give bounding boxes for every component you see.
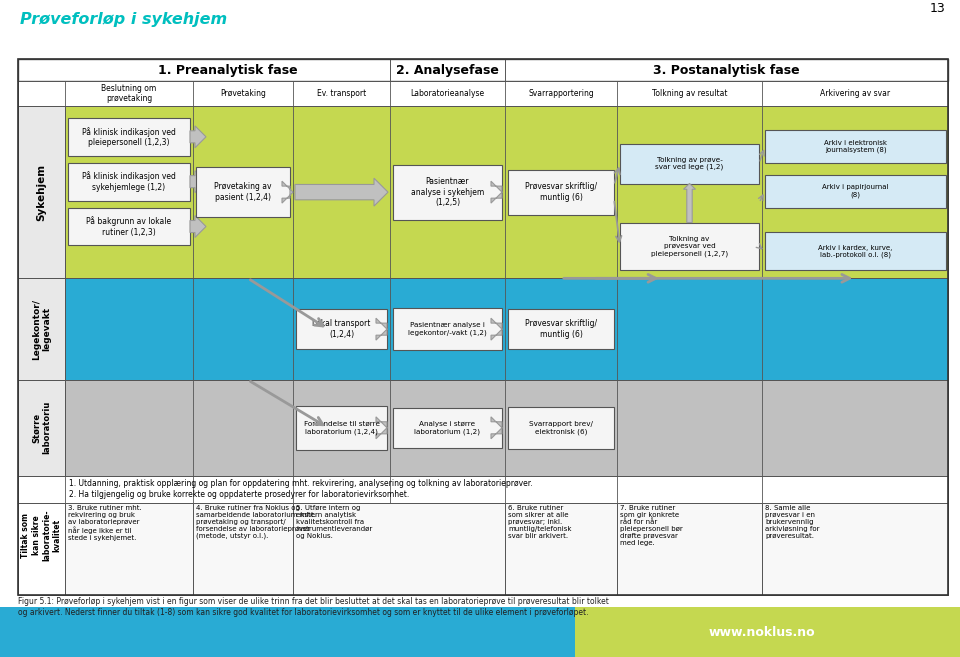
Text: Beslutning om
prøvetaking: Beslutning om prøvetaking bbox=[102, 84, 156, 103]
Text: Prøvetaking av
pasient (1,2,4): Prøvetaking av pasient (1,2,4) bbox=[214, 183, 272, 202]
Text: Svarrapport brev/
elektronisk (6): Svarrapport brev/ elektronisk (6) bbox=[529, 421, 593, 434]
Bar bbox=[505, 503, 617, 595]
Bar bbox=[18, 503, 948, 595]
Text: Tolkning av resultat: Tolkning av resultat bbox=[652, 89, 728, 98]
Bar bbox=[765, 233, 946, 271]
Bar bbox=[762, 503, 948, 595]
Bar bbox=[765, 175, 946, 208]
Bar bbox=[617, 503, 762, 595]
Bar bbox=[193, 503, 390, 595]
Bar bbox=[18, 81, 948, 106]
Bar bbox=[296, 406, 387, 450]
Bar bbox=[508, 170, 614, 215]
Text: 1. Preanalytisk fase: 1. Preanalytisk fase bbox=[157, 64, 298, 77]
Text: På bakgrunn av lokale
rutiner (1,2,3): På bakgrunn av lokale rutiner (1,2,3) bbox=[86, 216, 172, 237]
Polygon shape bbox=[491, 318, 502, 340]
Bar bbox=[68, 118, 190, 156]
Polygon shape bbox=[491, 417, 502, 439]
Text: Arkiv i papirjournal
(8): Arkiv i papirjournal (8) bbox=[823, 185, 889, 198]
Bar bbox=[575, 607, 960, 657]
Bar bbox=[393, 308, 502, 350]
Bar bbox=[0, 607, 575, 657]
Text: 5. Utføre intern og
ekstern analytisk
kvalitetskontroll fra
instrumentleverandør: 5. Utføre intern og ekstern analytisk kv… bbox=[296, 505, 372, 539]
Text: 13: 13 bbox=[929, 2, 945, 15]
Text: 3. Bruke rutiner mht.
rekvirering og bruk
av laboratorieprøver
når lege ikke er : 3. Bruke rutiner mht. rekvirering og bru… bbox=[68, 505, 142, 541]
Text: Tolkning av prøve-
svar ved lege (1,2): Tolkning av prøve- svar ved lege (1,2) bbox=[656, 157, 724, 170]
Text: 6. Bruke rutiner
som sikrer at alle
prøvesvar; inkl.
muntlig/telefonisk
svar bli: 6. Bruke rutiner som sikrer at alle prøv… bbox=[508, 505, 571, 539]
Polygon shape bbox=[190, 171, 206, 193]
Text: Sykehjem: Sykehjem bbox=[36, 164, 46, 221]
Text: 4. Bruke rutiner fra Noklus og
samarbeidende laboratorium mht.
prøvetaking og tr: 4. Bruke rutiner fra Noklus og samarbeid… bbox=[196, 505, 316, 539]
Text: Ev. transport: Ev. transport bbox=[317, 89, 366, 98]
Bar bbox=[296, 309, 387, 349]
Bar bbox=[18, 380, 65, 476]
Text: Legekontor/
legevakt: Legekontor/ legevakt bbox=[32, 299, 51, 359]
Text: Tiltak som
kan sikre
laboratorie-
kvalitet: Tiltak som kan sikre laboratorie- kvalit… bbox=[21, 510, 61, 561]
Bar bbox=[65, 279, 948, 380]
Bar bbox=[18, 106, 65, 279]
Bar bbox=[393, 408, 502, 447]
Text: 7. Bruke rutiner
som gir konkrete
råd for når
pleiepersonell bør
drøfte prøvesva: 7. Bruke rutiner som gir konkrete råd fo… bbox=[620, 505, 683, 547]
Text: Svarrapportering: Svarrapportering bbox=[528, 89, 594, 98]
Bar bbox=[68, 208, 190, 246]
Polygon shape bbox=[684, 183, 695, 223]
Text: 1. Utdanning, praktisk opplæring og plan for oppdatering mht. rekvirering, analy: 1. Utdanning, praktisk opplæring og plan… bbox=[69, 479, 533, 487]
Polygon shape bbox=[190, 126, 206, 148]
Text: Arkivering av svar: Arkivering av svar bbox=[820, 89, 890, 98]
Bar bbox=[18, 279, 65, 380]
Text: Arkiv i elektronisk
journalsystem (8): Arkiv i elektronisk journalsystem (8) bbox=[824, 140, 887, 153]
Text: Tolkning av
prøvesvar ved
pleiepersonell (1,2,7): Tolkning av prøvesvar ved pleiepersonell… bbox=[651, 237, 728, 257]
Text: og arkivert. Nederst finner du tiltak (1-8) som kan sikre god kvalitet for labor: og arkivert. Nederst finner du tiltak (1… bbox=[18, 608, 588, 617]
Text: 2. Analysefase: 2. Analysefase bbox=[396, 64, 499, 77]
Polygon shape bbox=[376, 417, 387, 439]
Text: Analyse i større
laboratorium (1,2): Analyse i større laboratorium (1,2) bbox=[415, 421, 481, 434]
Bar bbox=[620, 144, 759, 183]
Bar bbox=[65, 106, 948, 279]
Text: Pasientnær analyse i
legekontor/-vakt (1,2): Pasientnær analyse i legekontor/-vakt (1… bbox=[408, 323, 487, 336]
Text: Forsendelse til større
laboratorium (1,2,4): Forsendelse til større laboratorium (1,2… bbox=[303, 421, 379, 434]
Bar bbox=[508, 309, 614, 349]
Text: 3. Postanalytisk fase: 3. Postanalytisk fase bbox=[653, 64, 800, 77]
Text: 8. Samle alle
prøvesvar i en
brukervennlig
arkivløsning for
prøveresultat.: 8. Samle alle prøvesvar i en brukervennl… bbox=[765, 505, 820, 539]
Text: Arkiv i kardex, kurve,
lab.-protokoll o.l. (8): Arkiv i kardex, kurve, lab.-protokoll o.… bbox=[818, 244, 893, 258]
Bar bbox=[68, 163, 190, 200]
Polygon shape bbox=[491, 181, 502, 203]
Text: På klinisk indikasjon ved
pleiepersonell (1,2,3): På klinisk indikasjon ved pleiepersonell… bbox=[82, 127, 176, 147]
Text: Prøvesvar skriftlig/
muntlig (6): Prøvesvar skriftlig/ muntlig (6) bbox=[525, 183, 597, 202]
Bar bbox=[65, 503, 193, 595]
Bar bbox=[18, 59, 948, 81]
Text: Større
laboratoriu: Større laboratoriu bbox=[32, 401, 51, 455]
Text: Prøveforløp i sykehjem: Prøveforløp i sykehjem bbox=[20, 12, 228, 27]
Polygon shape bbox=[190, 215, 206, 237]
Bar bbox=[18, 476, 948, 503]
Bar bbox=[393, 165, 502, 219]
Bar bbox=[508, 407, 614, 449]
Bar bbox=[65, 380, 948, 476]
Bar bbox=[196, 168, 290, 217]
Bar bbox=[18, 476, 65, 595]
Text: Prøvetaking: Prøvetaking bbox=[220, 89, 266, 98]
Text: Laboratorieanalyse: Laboratorieanalyse bbox=[411, 89, 485, 98]
Text: På klinisk indikasjon ved
sykehjemlege (1,2): På klinisk indikasjon ved sykehjemlege (… bbox=[82, 171, 176, 192]
Text: Prøvesvar skriftlig/
muntlig (6): Prøvesvar skriftlig/ muntlig (6) bbox=[525, 319, 597, 339]
Bar bbox=[620, 223, 759, 271]
Bar bbox=[293, 503, 505, 595]
Text: 2. Ha tilgjengelig og bruke korrekte og oppdaterte prosedyrer for laboratorievir: 2. Ha tilgjengelig og bruke korrekte og … bbox=[69, 489, 409, 499]
Bar bbox=[18, 59, 948, 595]
Polygon shape bbox=[295, 178, 388, 206]
Text: www.noklus.no: www.noklus.no bbox=[708, 625, 815, 639]
Text: Lokal transport
(1,2,4): Lokal transport (1,2,4) bbox=[312, 319, 371, 339]
Bar bbox=[765, 130, 946, 163]
Text: Pasientnær
analyse i sykehjem
(1,2,5): Pasientnær analyse i sykehjem (1,2,5) bbox=[411, 177, 484, 207]
Polygon shape bbox=[282, 181, 293, 203]
Polygon shape bbox=[376, 318, 387, 340]
Text: Figur 5.1: Prøveforløp i sykehjem vist i en figur som viser de ulike trinn fra d: Figur 5.1: Prøveforløp i sykehjem vist i… bbox=[18, 597, 609, 606]
